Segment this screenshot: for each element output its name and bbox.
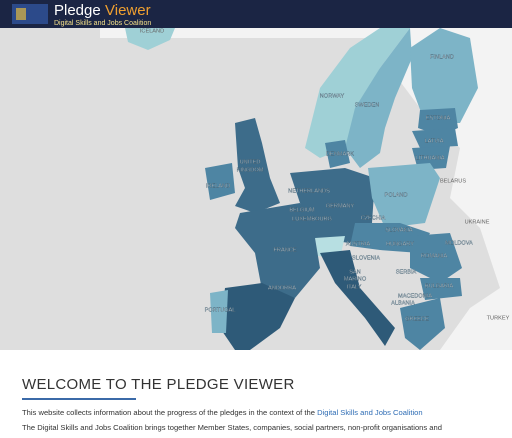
country-label: ANDORRA [268,285,296,291]
country-label: ROMANIA [421,253,447,259]
united-kingdom [235,118,280,213]
denmark [325,140,350,168]
heading: WELCOME TO THE PLEDGE VIEWER [22,376,295,393]
country-label: BELARUS [440,178,466,184]
country-label: IRELAND [206,183,230,189]
spain [220,283,295,350]
subtitle: Digital Skills and Jobs Coalition [54,20,151,27]
country-label: MACEDONIA [398,293,432,299]
country-label: BULGARIA [425,283,454,289]
country-label: SAN [349,269,361,275]
bulgaria [420,278,462,300]
greece [400,298,445,350]
map: ICELAND NORWAY SWEDEN FINLAND ESTONIA LATVIA L… [0,28,512,350]
paragraph-text: This website collects information about … [22,408,315,417]
iceland [125,28,175,50]
latvia [412,128,458,148]
finland [410,28,478,123]
country-label: NORWAY [320,93,345,99]
country-label: SWEDEN [355,102,380,108]
title-first: Pledge [54,2,101,19]
header-graphic: Pledge Viewer Digital Skills and Jobs Co… [12,2,151,27]
map-labels: ICELAND NORWAY SWEDEN FINLAND ESTONIA LATVIA L… [140,28,510,322]
country-label: PORTUGAL [205,307,236,313]
poland [368,163,440,228]
country-label: CZECHIA [361,215,386,221]
country-label: LUXEMBOURG [292,216,332,222]
logo-flag [16,8,26,20]
country-label: GERMANY [326,203,355,209]
country-label: ALBANIA [391,300,415,306]
content: WELCOME TO THE PLEDGE VIEWER This websit… [22,376,502,438]
country-label: LITHUANIA [415,155,444,161]
country-label: DENMARK [326,151,354,157]
country-label: BELGIUM [289,207,315,213]
country-label: SLOVAKIA [385,227,413,233]
country-label: HUNGARY [386,241,414,247]
norway [305,28,410,158]
country-label: GREECE [405,316,429,322]
title-second: Viewer [105,2,151,19]
germany [290,168,375,243]
country-label: FINLAND [430,54,454,60]
country-label: LATVIA [425,138,444,144]
country-label: AUSTRIA [346,241,371,247]
sweden [345,28,412,168]
country-label: UNITED [240,159,261,165]
italy [320,250,395,346]
paragraph: The Digital Skills and Jobs Coalition br… [22,423,442,432]
header: Pledge Viewer Digital Skills and Jobs Co… [0,0,512,28]
country-label: SLOVENIA [352,255,380,261]
france [235,203,320,298]
country-label: ITALY [347,284,362,290]
portugal [210,290,228,333]
country-label: KINGDOM [237,167,264,173]
country-label: UKRAINE [465,219,490,225]
country-label: MOLDOVA [445,240,473,246]
country-label: POLAND [384,192,407,198]
paragraph: This website collects information about … [22,408,502,417]
country-label: NETHERLANDS [288,188,330,194]
country-label: MARINO [344,276,367,282]
country-label: TURKEY [487,315,510,321]
country-label: FRANCE [274,247,297,253]
non-member-land [360,28,512,350]
romania [410,233,462,283]
country-label: ICELAND [140,28,164,34]
heading-rule [22,398,136,400]
coalition-link[interactable]: Digital Skills and Jobs Coalition [317,408,423,417]
country-label: ESTONIA [426,115,451,121]
ireland [205,163,235,200]
country-label: SERBIA [396,269,417,275]
